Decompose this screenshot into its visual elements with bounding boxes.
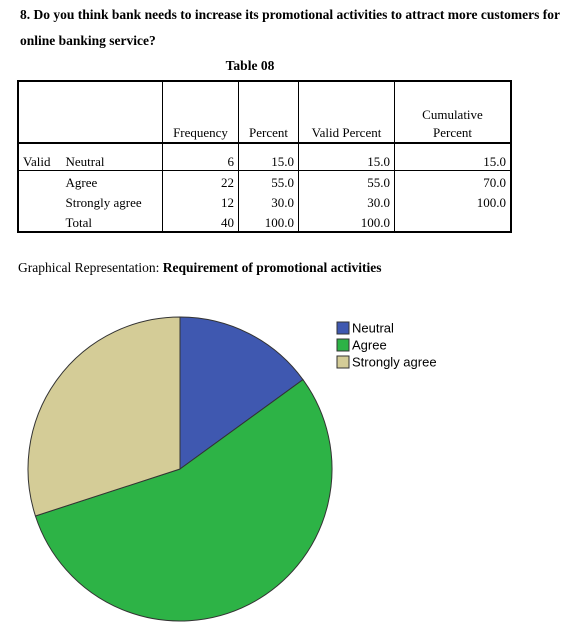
header-cell: Percent <box>238 80 299 144</box>
legend-swatch <box>336 338 350 352</box>
row-group <box>18 211 61 232</box>
legend-label: Strongly agree <box>352 354 437 369</box>
row-group: Valid <box>18 143 62 171</box>
table-cell: 15.0 <box>238 143 299 171</box>
row-label: Agree <box>65 175 98 190</box>
frequency-table: Frequency Percent Valid Percent Cumulative … <box>17 80 512 233</box>
table-row: Agree 22 55.0 55.0 70.0 <box>18 170 512 192</box>
table-cell: 30.0 <box>238 191 299 211</box>
legend-swatch <box>336 321 350 335</box>
row-group <box>18 171 61 192</box>
table-cell: 70.0 <box>394 170 512 191</box>
table-cell: 6 <box>162 143 239 171</box>
table-cell: 12 <box>162 191 239 211</box>
header-cell <box>17 80 163 144</box>
table-row: Total 40 100.0 100.0 <box>18 211 511 232</box>
table-cell: 55.0 <box>298 170 395 191</box>
table-row: Valid Neutral 6 15.0 15.0 15.0 <box>18 143 512 171</box>
table-cell: 15.0 <box>298 143 395 171</box>
legend-label: Neutral <box>352 320 394 335</box>
caption-title: Requirement of promotional activities <box>162 260 382 275</box>
header-cell: Frequency <box>162 80 239 144</box>
pie-slice <box>179 316 304 470</box>
table-cell: 15.0 <box>394 143 512 171</box>
table-cell: 100.0 <box>238 211 299 232</box>
table-cell: 55.0 <box>238 170 299 191</box>
table-cell <box>394 211 511 232</box>
table-caption: Table 08 <box>225 58 275 73</box>
legend-label: Agree <box>352 337 387 352</box>
caption-prefix: Graphical Representation: <box>18 260 160 275</box>
table-row: Strongly agree 12 30.0 30.0 100.0 <box>18 191 512 211</box>
pie-slice <box>34 378 333 622</box>
row-label: Strongly agree <box>65 195 142 210</box>
table-cell: 30.0 <box>298 191 395 211</box>
header-cell: Valid Percent <box>298 80 395 144</box>
row-label: Total <box>65 215 93 230</box>
table-cell: 100.0 <box>298 211 395 232</box>
legend-swatch <box>336 355 350 369</box>
table-cell: 40 <box>162 211 239 232</box>
pie-slice <box>27 316 181 517</box>
question: 8. Do you think bank needs to increase i… <box>20 7 560 48</box>
table-cell: 100.0 <box>394 191 512 211</box>
row-label: Neutral <box>61 143 163 171</box>
header-row: Frequency Percent Valid Percent Cumulative … <box>17 80 512 144</box>
row-group <box>18 191 61 211</box>
figure-caption: Graphical Representation: Requirement of… <box>18 260 382 276</box>
table-cell: 22 <box>162 170 239 191</box>
header-cell: Cumulative Percent <box>394 80 512 144</box>
